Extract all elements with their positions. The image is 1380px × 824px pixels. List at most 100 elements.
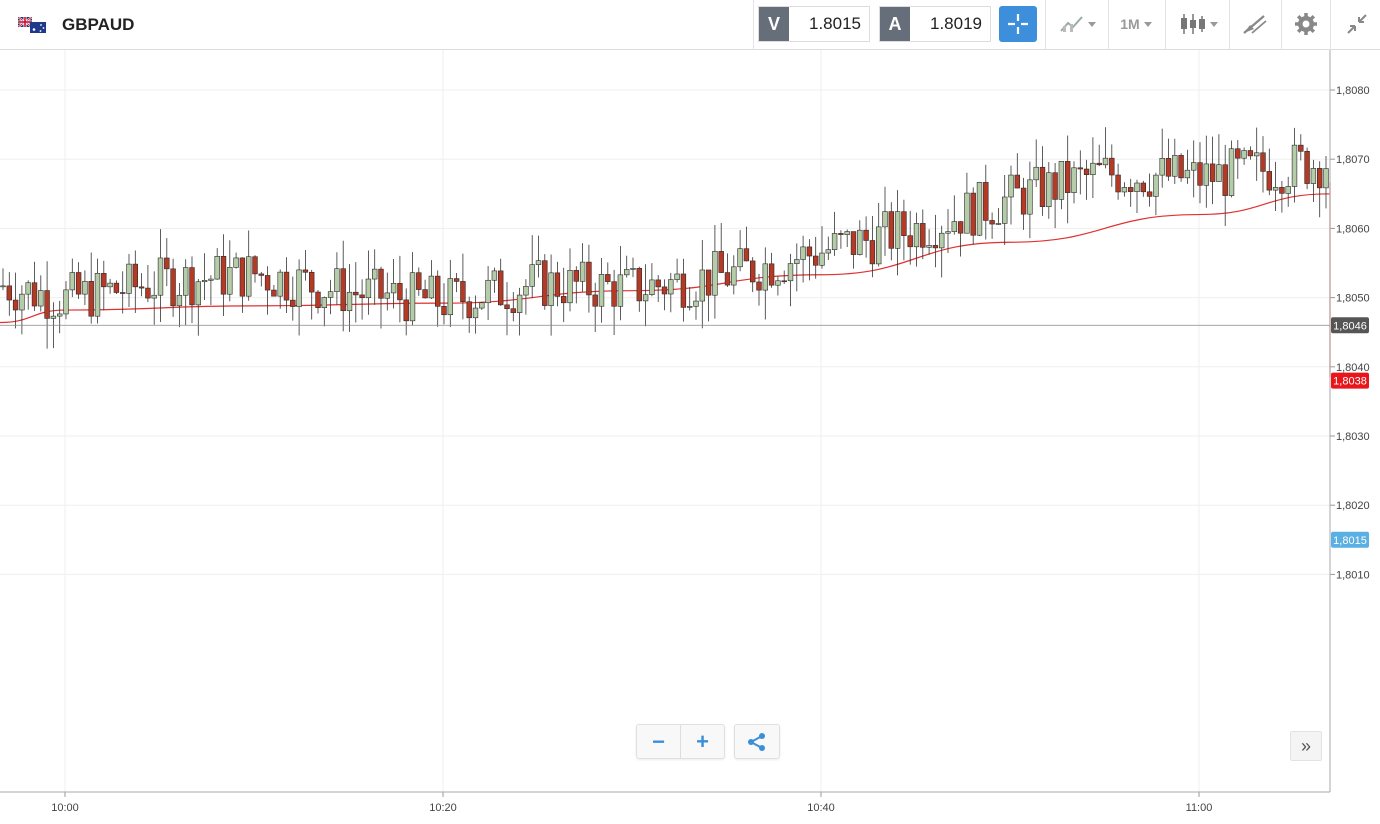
candle-down (680, 273, 687, 308)
candle-up (409, 272, 416, 322)
candle-down (145, 287, 151, 299)
drawing-icon (1243, 15, 1267, 34)
candle-up (327, 291, 334, 298)
candle-down (806, 246, 813, 257)
candle-up (737, 248, 743, 268)
line-chart-icon (1060, 16, 1083, 32)
candle-up (693, 300, 699, 307)
candle-up (548, 272, 554, 306)
candle-down (1128, 187, 1134, 192)
candle-up (371, 268, 378, 280)
toolbar-separator (753, 0, 754, 50)
candle-down (120, 292, 126, 294)
candle-down (611, 281, 617, 307)
candle-down (705, 269, 712, 296)
candle-down (586, 261, 592, 296)
x-tick-label: 10:40 (807, 802, 835, 814)
candle-down (453, 278, 460, 282)
settings-button[interactable] (1289, 6, 1323, 42)
candle-up (1071, 167, 1077, 193)
candle-down (353, 291, 359, 296)
gear-icon (1295, 13, 1317, 35)
candle-down (315, 291, 321, 308)
scroll-to-latest-button[interactable]: » (1290, 731, 1322, 761)
candle-down (920, 223, 926, 248)
candle-down (812, 255, 819, 266)
candle-down (504, 304, 510, 309)
candle-up (1159, 158, 1165, 176)
moving-average-layer (0, 182, 1331, 378)
candle-down (1266, 171, 1273, 191)
chart-grid (0, 50, 1330, 792)
chart-type-dropdown[interactable] (1175, 6, 1223, 42)
crosshair-button[interactable] (999, 6, 1037, 42)
candle-down (1020, 187, 1027, 215)
crosshair-price-label: 1,8046 (1333, 320, 1367, 332)
bid-price-button[interactable]: V 1.8015 (758, 6, 870, 42)
candle-down (497, 270, 504, 306)
candle-down (1304, 151, 1310, 184)
candle-up (227, 267, 233, 295)
candle-up (819, 252, 825, 266)
y-tick-label: 1,8070 (1336, 154, 1370, 166)
candle-up (1291, 144, 1298, 187)
timeframe-dropdown[interactable]: 1M (1114, 6, 1158, 42)
candle-up (50, 315, 57, 319)
zoom-in-button[interactable]: + (696, 728, 709, 754)
price-chart[interactable]: 1,8010 1,8020 1,8030 1,8040 1,8050 1,8060 1,80… (0, 50, 1380, 824)
candle-up (19, 293, 25, 311)
candle-down (838, 233, 844, 235)
candle-up (1134, 182, 1140, 192)
candle-up (151, 294, 157, 299)
candle-down (164, 257, 170, 270)
candle-up (1102, 157, 1109, 166)
candle-up (1001, 196, 1008, 224)
candle-down (554, 272, 561, 297)
zoom-controls: − + (636, 724, 725, 759)
candle-up (1191, 162, 1197, 171)
candle-down (756, 281, 762, 291)
candle-down (1140, 182, 1147, 193)
candle-down (1197, 162, 1203, 186)
candle-up (1090, 162, 1096, 176)
candle-down (252, 256, 258, 275)
candle-down (989, 220, 995, 225)
candle-down (1109, 157, 1115, 176)
ask-price-button[interactable]: A 1.8019 (879, 6, 991, 42)
zoom-out-button[interactable]: − (652, 728, 665, 754)
candle-up (485, 279, 491, 304)
candle-up (623, 269, 630, 276)
candle-down (6, 285, 13, 301)
candle-up (787, 263, 794, 282)
fullscreen-button[interactable] (1340, 6, 1374, 42)
indicator-button[interactable] (1055, 6, 1101, 42)
candle-down (416, 272, 422, 290)
candle-up (1008, 174, 1014, 198)
candle-up (882, 211, 888, 228)
candle-down (1317, 168, 1323, 189)
candle-down (1247, 150, 1254, 157)
drawing-tools-button[interactable] (1236, 6, 1274, 42)
candle-down (1146, 191, 1153, 197)
candle-up (195, 281, 201, 306)
candle-up (699, 269, 706, 302)
candle-up (844, 231, 850, 235)
chart-toolbar: GBPAUD V 1.8015 A 1.8019 1M (0, 0, 1380, 50)
candle-down (1279, 187, 1285, 194)
candle-up (794, 259, 800, 264)
candle-down (743, 248, 750, 262)
candle-up (686, 306, 693, 308)
candle-down (460, 281, 466, 303)
share-button[interactable] (734, 724, 780, 759)
candle-down (970, 192, 976, 236)
candle-up (183, 267, 189, 296)
toolbar-separator (1229, 0, 1230, 50)
crosshair-icon (1008, 14, 1028, 34)
candle-up (649, 279, 655, 295)
candle-down (863, 229, 869, 241)
candle-down (907, 235, 913, 248)
x-tick-label: 10:00 (51, 802, 79, 814)
candle-up (479, 302, 485, 309)
candle-down (932, 245, 939, 249)
candle-down (1298, 144, 1304, 152)
